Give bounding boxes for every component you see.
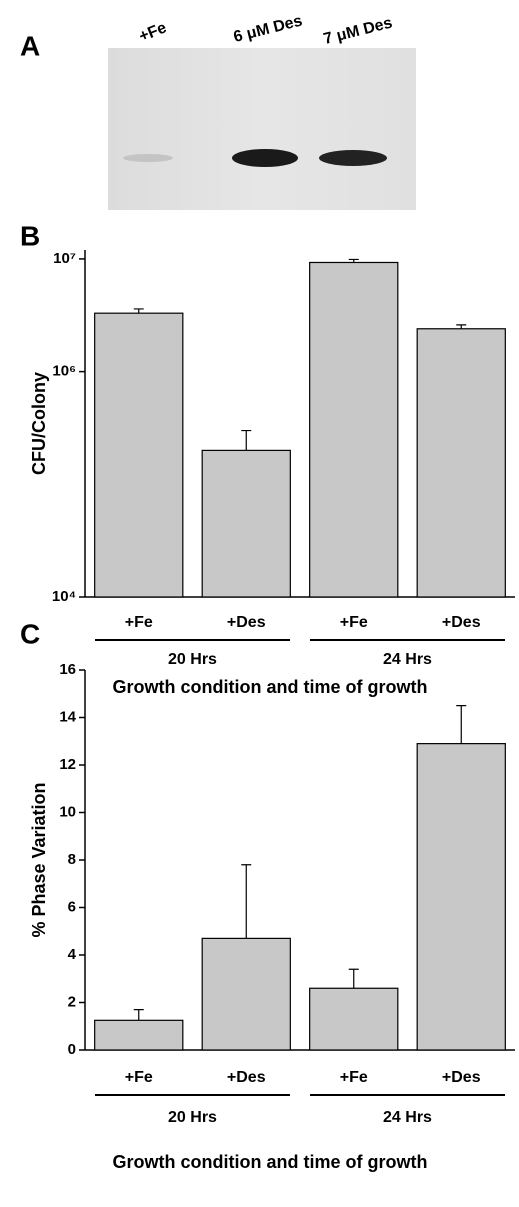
- figure: A +Fe 6 μM Des 7 μM Des B 10⁴ 10⁶ 10⁷ CFU/Co…: [0, 0, 519, 1207]
- y-tick-label: 2: [68, 993, 76, 1010]
- bar: [310, 988, 398, 1050]
- bar: [202, 450, 290, 597]
- error-bar: [456, 706, 466, 744]
- panel-label: A: [20, 30, 40, 61]
- x-tick-label: +Des: [442, 614, 481, 631]
- y-tick-label: 10⁶: [52, 363, 76, 380]
- gel-band: [123, 154, 173, 162]
- y-tick-label: 6: [68, 898, 76, 915]
- x-tick-label: +Des: [227, 1069, 266, 1086]
- group-label: 20 Hrs: [168, 651, 217, 668]
- group-label: 24 Hrs: [383, 1109, 432, 1126]
- y-tick-label: 4: [68, 946, 77, 963]
- error-bar: [134, 1010, 144, 1021]
- panel-label: B: [20, 220, 40, 251]
- bar: [310, 262, 398, 597]
- y-tick-label: 0: [68, 1041, 76, 1058]
- lane-label: +Fe: [137, 19, 169, 45]
- group-label: 24 Hrs: [383, 651, 432, 668]
- gel-image: [108, 48, 416, 210]
- gel-band: [319, 150, 387, 166]
- bar: [417, 744, 505, 1050]
- y-axis-label: CFU/Colony: [29, 372, 49, 475]
- x-tick-label: +Fe: [125, 614, 153, 631]
- y-tick-label: 14: [59, 708, 76, 725]
- page: {"panel_a": {"label": "A", "lanes": ["+F…: [0, 0, 519, 1207]
- x-tick-label: +Fe: [125, 1069, 153, 1086]
- gel-band: [232, 149, 298, 167]
- error-bar: [349, 969, 359, 988]
- error-bar: [134, 309, 144, 313]
- lane-label: 7 μM Des: [322, 14, 394, 48]
- x-tick-label: +Des: [442, 1069, 481, 1086]
- lane-label: 6 μM Des: [232, 12, 304, 46]
- bar: [202, 938, 290, 1050]
- bar: [95, 1020, 183, 1050]
- x-axis-label: Growth condition and time of growth: [113, 1152, 428, 1172]
- bar: [95, 313, 183, 597]
- x-tick-label: +Fe: [340, 1069, 368, 1086]
- x-tick-label: +Fe: [340, 614, 368, 631]
- y-tick-label: 12: [59, 756, 76, 773]
- y-tick-label: 10: [59, 803, 76, 820]
- y-axis-label: % Phase Variation: [29, 782, 49, 937]
- x-axis-label: Growth condition and time of growth: [113, 677, 428, 697]
- panel-label: C: [20, 618, 40, 649]
- error-bar: [241, 431, 251, 451]
- x-tick-label: +Des: [227, 614, 266, 631]
- y-tick-label: 10⁴: [52, 588, 76, 605]
- bar: [417, 329, 505, 597]
- error-bar: [241, 865, 251, 939]
- y-tick-label: 8: [68, 851, 76, 868]
- y-tick-label: 10⁷: [53, 250, 76, 267]
- y-tick-label: 16: [59, 661, 76, 678]
- group-label: 20 Hrs: [168, 1109, 217, 1126]
